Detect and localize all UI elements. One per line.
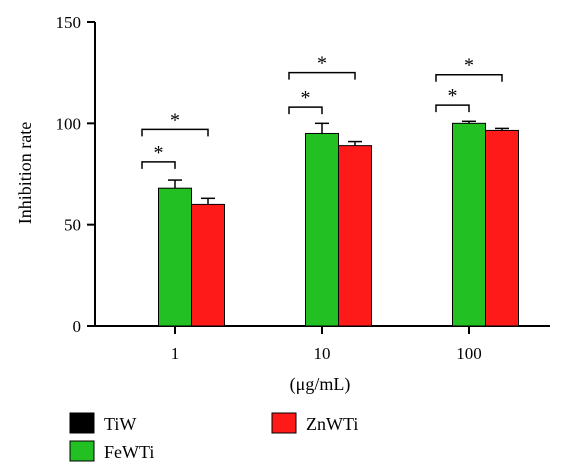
bar-znwti-100 xyxy=(485,129,519,327)
significance-marker: * xyxy=(170,109,180,131)
significance-marker: * xyxy=(448,85,458,107)
x-axis-ticks: 1 10 100 xyxy=(171,326,482,363)
legend-label-fewti: FeWTi xyxy=(104,442,154,462)
y-tick-label: 150 xyxy=(56,13,82,32)
significance-marker: * xyxy=(154,142,164,164)
x-axis-title: (μg/mL) xyxy=(290,374,351,395)
bar-fewti-1 xyxy=(158,187,192,327)
x-tick-label: 1 xyxy=(171,344,180,363)
y-tick-label: 0 xyxy=(73,317,82,336)
significance-marker: * xyxy=(301,87,311,109)
bar-znwti-1 xyxy=(191,203,225,327)
legend-label-tiw: TiW xyxy=(104,414,136,434)
y-tick-label: 50 xyxy=(64,216,81,235)
y-axis-title: Inhibition rate xyxy=(15,122,35,224)
y-tick-label: 100 xyxy=(56,114,82,133)
significance-bracket xyxy=(141,161,176,169)
significance-bracket xyxy=(435,104,470,113)
significance-bracket xyxy=(435,73,503,82)
significance-brackets: * * * * * * xyxy=(141,53,503,169)
y-axis-ticks: 0 50 100 150 xyxy=(56,13,95,336)
significance-bracket xyxy=(288,71,356,80)
legend-swatch-fewti xyxy=(69,440,95,462)
significance-bracket xyxy=(141,128,209,137)
significance-marker: * xyxy=(317,53,327,75)
bars xyxy=(158,122,519,327)
legend: TiW FeWTi ZnWTi xyxy=(69,412,358,462)
legend-swatch-znwti xyxy=(271,412,297,434)
significance-bracket xyxy=(288,106,323,115)
legend-label-znwti: ZnWTi xyxy=(306,414,358,434)
significance-marker: * xyxy=(464,55,474,77)
error-bars xyxy=(168,120,509,205)
bar-fewti-10 xyxy=(305,132,339,327)
legend-swatch-tiw xyxy=(69,412,95,434)
x-tick-label: 10 xyxy=(314,344,331,363)
x-tick-label: 100 xyxy=(456,344,482,363)
bar-znwti-10 xyxy=(338,145,372,327)
bar-fewti-100 xyxy=(452,122,486,327)
